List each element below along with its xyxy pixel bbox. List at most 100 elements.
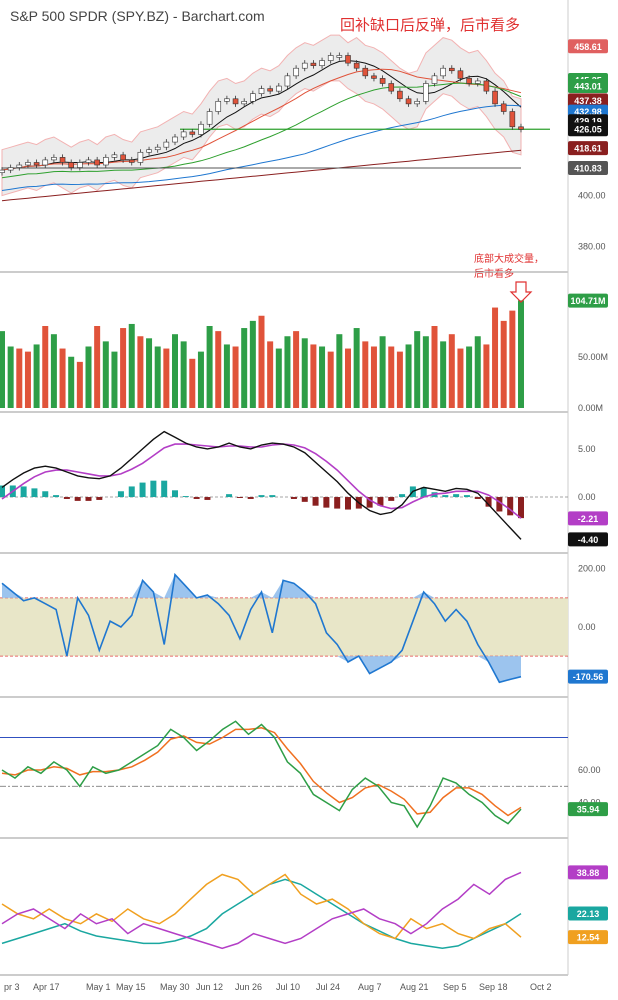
candle-body (172, 136, 178, 143)
macd-histogram-bar (117, 491, 124, 498)
macd-histogram-bar (96, 497, 103, 500)
macd-histogram-bar (507, 497, 514, 516)
candle-body (232, 98, 239, 105)
macd-histogram-bar (301, 497, 308, 502)
candle-body (483, 80, 490, 92)
volume-bar (223, 344, 230, 408)
volume-bar (483, 344, 490, 408)
volume-bar (163, 348, 170, 408)
macd-signal-line (1, 443, 522, 519)
candle-body (59, 157, 66, 163)
candle-body (85, 159, 92, 163)
candle-body (353, 62, 360, 69)
volume-bar (206, 326, 213, 408)
macd-histogram-bar (496, 497, 503, 512)
volume-bar (42, 326, 49, 408)
macd-histogram-bar (463, 495, 470, 498)
candle-body (163, 141, 170, 148)
volume-bar (422, 336, 429, 408)
cci-oversold-fill (2, 656, 521, 683)
macd-histogram-bar (290, 497, 297, 499)
stoch-last-badge: 35.94 (577, 805, 600, 815)
volume-bar (68, 356, 75, 408)
macd-histogram-bar (312, 497, 319, 506)
adx-badge-bg (568, 906, 608, 921)
volume-bar (94, 326, 101, 408)
macd-signal-badge-bg (568, 511, 608, 526)
price-level-badge-4: 432.98 (574, 107, 602, 117)
x-axis-label: Oct 2 (530, 982, 552, 992)
candle-body (448, 67, 455, 72)
macd-histogram-bar (334, 497, 341, 509)
macd-last-badge-bg (568, 532, 608, 547)
candle-body (137, 151, 144, 163)
price-level-badge-0: 458.61 (574, 42, 602, 52)
volume-bar (440, 341, 447, 408)
plus-di-badge-bg (568, 930, 608, 945)
candle-body (466, 78, 472, 84)
candle-body (68, 162, 74, 168)
candle-body (414, 101, 421, 105)
candle-body (500, 103, 507, 112)
candle-body (42, 159, 49, 166)
volume-bar (518, 300, 524, 408)
candle-body (146, 149, 152, 153)
bollinger-band (1, 34, 522, 197)
macd-histogram-bar (0, 485, 5, 498)
candle-body (509, 111, 516, 128)
price-level-badge-6-bg (568, 122, 608, 137)
macd-histogram-bar (388, 497, 395, 501)
volume-bar (310, 344, 317, 408)
macd-histogram-bar (442, 495, 449, 498)
macd-histogram-bar (485, 497, 492, 507)
volume-bar (370, 346, 377, 408)
macd-histogram-bar (128, 486, 135, 498)
price-level-badge-3-bg (568, 93, 608, 108)
candle-body (0, 169, 5, 173)
main-annotation: 回补缺口后反弹，后市看多 (340, 16, 521, 34)
candle-body (492, 90, 498, 105)
cci-last-badge-bg (568, 669, 608, 684)
macd-histogram-bar (193, 497, 200, 499)
candle-body (474, 80, 481, 84)
macd-histogram-bar (31, 488, 38, 498)
macd-histogram-bar (474, 497, 481, 499)
x-axis-label: Aug 7 (358, 982, 382, 992)
macd-histogram-bar (204, 497, 211, 500)
candle-body (77, 162, 83, 168)
volume-bar (353, 328, 360, 408)
macd-histogram-bar (226, 494, 233, 498)
price-tick-380: 380.00 (578, 242, 606, 252)
volume-bar (431, 326, 438, 408)
volume-bar (215, 331, 222, 408)
volume-bar (500, 320, 507, 408)
macd-histogram-bar (63, 497, 70, 499)
macd-histogram-bar (150, 480, 157, 498)
macd-histogram-bar (420, 487, 427, 498)
volume-annotation-line1: 底部大成交量， (474, 254, 544, 265)
volume-bar (102, 341, 109, 408)
volume-bar (492, 307, 499, 408)
volume-bar (258, 315, 265, 408)
candle-body (7, 167, 14, 171)
price-level-badge-7: 418.61 (574, 144, 602, 154)
candle-body (293, 67, 299, 77)
x-axis-label: May 15 (116, 982, 146, 992)
volume-bar (414, 331, 421, 408)
candle-body (319, 60, 325, 66)
price-level-badge-8: 410.83 (574, 163, 602, 173)
x-axis-label: Jun 26 (235, 982, 262, 992)
minus-di-badge: 38.88 (577, 868, 600, 878)
candle-body (397, 90, 403, 100)
candle-body (224, 98, 230, 102)
volume-bar (336, 334, 343, 408)
candle-body (379, 78, 386, 84)
volume-bar (76, 361, 83, 408)
volume-bar (448, 334, 455, 408)
volume-bar (396, 351, 403, 408)
volume-bar (128, 323, 135, 408)
macd-histogram-bar (42, 491, 49, 498)
candle-body (215, 101, 222, 112)
candle-body (301, 62, 308, 69)
